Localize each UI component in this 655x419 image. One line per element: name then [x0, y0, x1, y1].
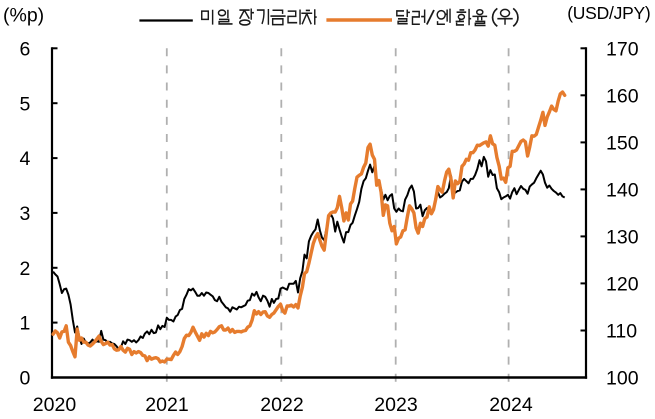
svg-text:3: 3	[19, 203, 30, 225]
svg-text:6: 6	[19, 38, 30, 60]
svg-text:140: 140	[606, 180, 639, 202]
svg-text:(%p): (%p)	[3, 5, 44, 27]
svg-text:4: 4	[19, 148, 30, 170]
svg-text:120: 120	[606, 274, 639, 296]
svg-text:2024: 2024	[489, 394, 533, 416]
svg-text:160: 160	[606, 85, 639, 107]
svg-text:5: 5	[19, 93, 30, 115]
svg-text:110: 110	[606, 321, 637, 343]
svg-text:2022: 2022	[260, 394, 303, 416]
svg-text:2021: 2021	[145, 394, 188, 416]
svg-text:150: 150	[606, 133, 639, 155]
svg-text:170: 170	[606, 38, 639, 60]
svg-text:0: 0	[19, 368, 30, 390]
svg-text:100: 100	[606, 368, 639, 390]
svg-text:2020: 2020	[33, 394, 77, 416]
svg-text:2023: 2023	[374, 394, 417, 416]
svg-text:2: 2	[19, 258, 30, 280]
svg-text:130: 130	[606, 227, 639, 249]
svg-text:1: 1	[19, 313, 30, 335]
svg-text:(USD/JPY): (USD/JPY)	[567, 3, 650, 23]
